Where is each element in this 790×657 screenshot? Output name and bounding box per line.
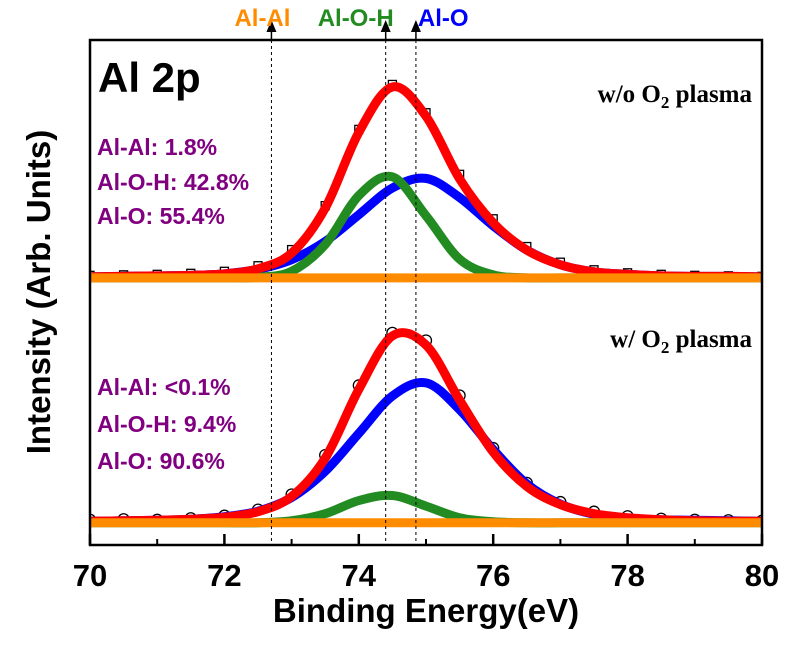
composition-label: Al-O-H: 42.8% xyxy=(97,169,249,195)
composition-label: Al-Al: 1.8% xyxy=(97,134,217,160)
x-tick-label: 80 xyxy=(745,558,779,593)
x-axis-label: Binding Energy(eV) xyxy=(273,592,579,629)
x-tick-label: 74 xyxy=(342,558,377,593)
annotation-part: plasma xyxy=(669,326,752,353)
plot-area xyxy=(90,79,762,528)
peak-label: Al-O xyxy=(418,5,469,32)
x-tick-label: 78 xyxy=(610,558,644,593)
panel-label: Al 2p xyxy=(98,54,201,101)
annotation-part: w/o O xyxy=(598,81,661,108)
y-axis-label: Intensity (Arb. Units) xyxy=(20,130,57,455)
peak-label: Al-O-H xyxy=(318,5,394,32)
x-tick-label: 72 xyxy=(207,558,241,593)
annotation-subscript: 2 xyxy=(661,338,670,357)
composition-label: Al-O-H: 9.4% xyxy=(97,411,236,437)
composition-label: Al-Al: <0.1% xyxy=(97,374,231,400)
peak-label: Al-Al xyxy=(234,5,290,32)
x-tick-label: 76 xyxy=(476,558,510,593)
x-tick-label: 70 xyxy=(73,558,107,593)
peak-arrow-head xyxy=(380,20,391,32)
composition-label: Al-O: 90.6% xyxy=(97,448,225,474)
annotation: w/o O2 plasma xyxy=(598,81,753,112)
annotation: w/ O2 plasma xyxy=(610,326,752,357)
composition-label: Al-O: 55.4% xyxy=(97,203,225,229)
annotation-part: plasma xyxy=(669,81,752,108)
peak-arrow-head xyxy=(266,20,277,32)
annotation-part: w/ O xyxy=(610,326,661,353)
annotation-subscript: 2 xyxy=(661,93,670,112)
peak-arrow-head xyxy=(410,20,421,32)
